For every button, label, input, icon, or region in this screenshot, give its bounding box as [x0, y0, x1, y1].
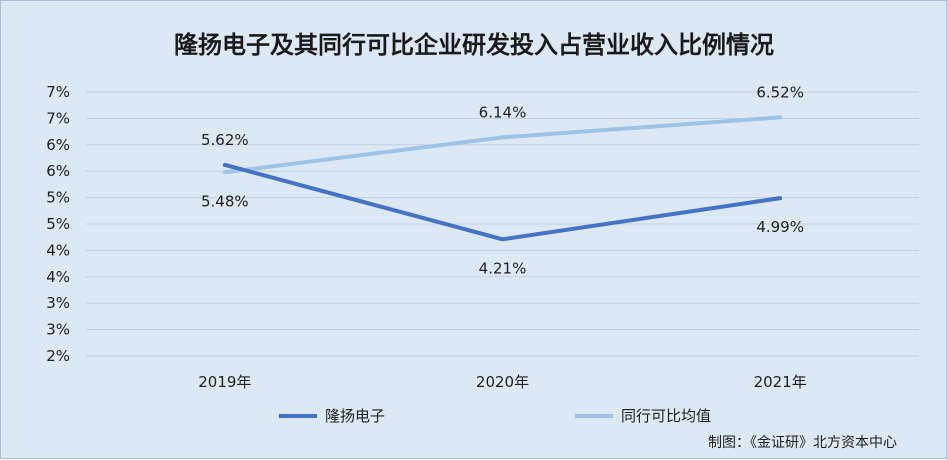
series-lines [222, 115, 783, 242]
series-line-longyang [222, 162, 783, 242]
chart-title: 隆扬电子及其同行可比企业研发投入占营业收入比例情况 [174, 31, 774, 59]
y-tick-label: 3% [46, 321, 70, 339]
data-label: 6.14% [479, 103, 527, 121]
x-tick-label: 2020年 [476, 373, 529, 391]
legend: 隆扬电子 同行可比均值 [279, 407, 711, 425]
y-tick-label: 4% [46, 241, 70, 259]
x-tick-label: 2019年 [198, 373, 251, 391]
gridlines [86, 91, 919, 357]
legend-label: 隆扬电子 [325, 407, 385, 425]
source-note: 制图：《金证研》北方资本中心 [708, 435, 897, 451]
y-axis-ticks: 7% 7% 6% 6% 5% 5% 4% 4% 3% 3% 2% [46, 83, 70, 365]
legend-label: 同行可比均值 [621, 407, 711, 425]
data-label: 5.48% [201, 192, 249, 210]
y-tick-label: 5% [46, 189, 70, 207]
data-labels: 5.62% 4.21% 4.99% 5.48% 6.14% 6.52% [201, 83, 804, 277]
y-tick-label: 6% [46, 136, 70, 154]
data-label: 6.52% [756, 83, 804, 101]
y-tick-label: 5% [46, 215, 70, 233]
y-tick-label: 3% [46, 294, 70, 312]
data-label: 5.62% [201, 131, 249, 149]
series-line-peer-average [222, 115, 783, 175]
data-label: 4.21% [479, 259, 527, 277]
y-tick-label: 7% [46, 109, 70, 127]
data-label: 4.99% [756, 218, 804, 236]
x-axis-ticks: 2019年 2020年 2021年 [198, 373, 807, 391]
y-tick-label: 6% [46, 162, 70, 180]
y-tick-label: 2% [46, 347, 70, 365]
y-tick-label: 4% [46, 268, 70, 286]
y-tick-label: 7% [46, 83, 70, 101]
x-tick-label: 2021年 [754, 373, 807, 391]
